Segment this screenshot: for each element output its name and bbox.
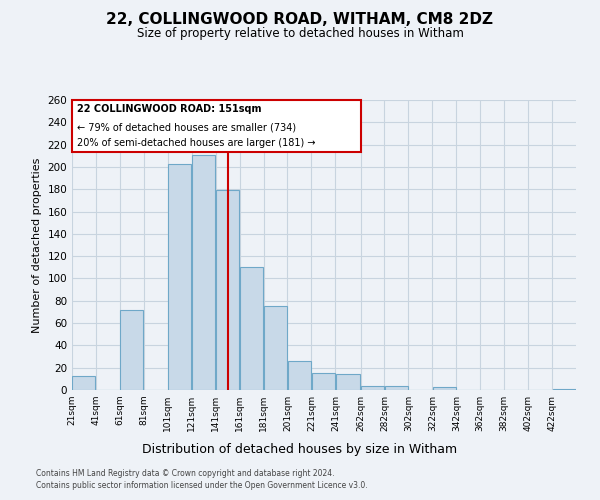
Y-axis label: Number of detached properties: Number of detached properties <box>32 158 42 332</box>
Bar <box>385 386 408 390</box>
Bar <box>73 376 95 390</box>
Text: Distribution of detached houses by size in Witham: Distribution of detached houses by size … <box>142 442 458 456</box>
Bar <box>264 306 287 390</box>
Text: Contains HM Land Registry data © Crown copyright and database right 2024.: Contains HM Land Registry data © Crown c… <box>36 468 335 477</box>
Bar <box>361 386 384 390</box>
Bar <box>553 389 575 390</box>
Bar <box>336 374 360 390</box>
Bar <box>312 374 335 390</box>
Text: ← 79% of detached houses are smaller (734): ← 79% of detached houses are smaller (73… <box>77 122 296 132</box>
Bar <box>288 361 311 390</box>
Text: 20% of semi-detached houses are larger (181) →: 20% of semi-detached houses are larger (… <box>77 138 315 148</box>
Text: Contains public sector information licensed under the Open Government Licence v3: Contains public sector information licen… <box>36 481 368 490</box>
Bar <box>240 268 263 390</box>
Bar <box>168 164 191 390</box>
Text: 22 COLLINGWOOD ROAD: 151sqm: 22 COLLINGWOOD ROAD: 151sqm <box>77 104 261 115</box>
Bar <box>192 154 215 390</box>
Bar <box>216 190 239 390</box>
Text: Size of property relative to detached houses in Witham: Size of property relative to detached ho… <box>137 28 463 40</box>
Bar <box>121 310 143 390</box>
Text: 22, COLLINGWOOD ROAD, WITHAM, CM8 2DZ: 22, COLLINGWOOD ROAD, WITHAM, CM8 2DZ <box>107 12 493 28</box>
FancyBboxPatch shape <box>72 100 361 152</box>
Bar <box>433 386 456 390</box>
